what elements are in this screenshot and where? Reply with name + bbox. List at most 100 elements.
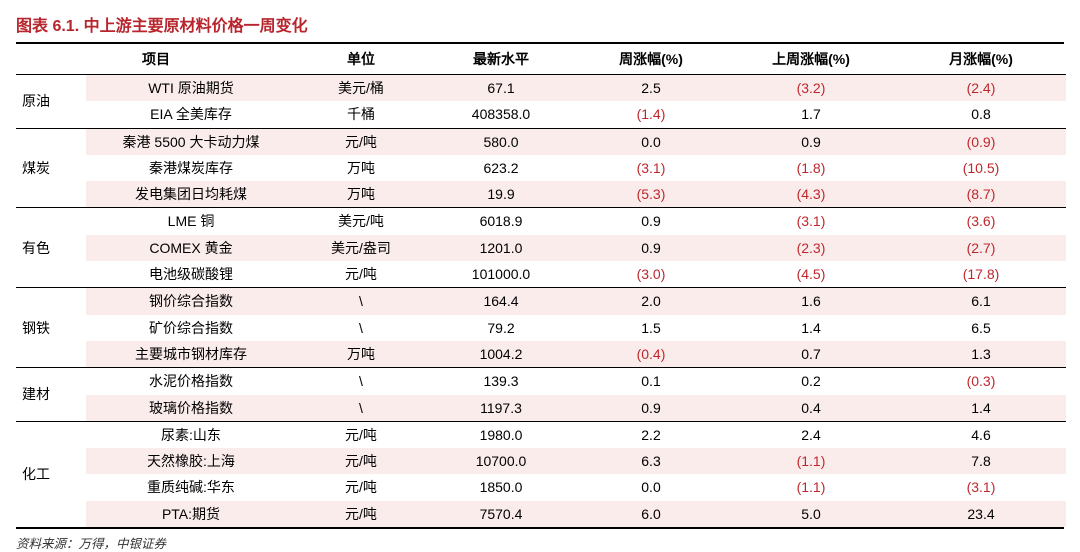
cell: 23.4: [896, 501, 1066, 527]
col-wk: 周涨幅(%): [576, 44, 726, 75]
cell: 6.0: [576, 501, 726, 527]
cell: 2.4: [726, 421, 896, 448]
cell: 0.9: [576, 208, 726, 235]
cell: 1.4: [726, 315, 896, 341]
cell: (0.4): [576, 341, 726, 368]
cell: 5.0: [726, 501, 896, 527]
cell: 0.9: [576, 395, 726, 422]
cell: \: [296, 368, 426, 395]
cell: 0.9: [576, 235, 726, 261]
cell: 秦港 5500 大卡动力煤: [86, 128, 296, 155]
cell: 重质纯碱:华东: [86, 474, 296, 500]
table-row: 重质纯碱:华东元/吨1850.00.0(1.1)(3.1): [16, 474, 1066, 500]
cell: (3.0): [576, 261, 726, 288]
cell: 元/吨: [296, 128, 426, 155]
cell: 元/吨: [296, 261, 426, 288]
cell: 6.3: [576, 448, 726, 474]
table-row: 原油WTI 原油期货美元/桶67.12.5(3.2)(2.4): [16, 75, 1066, 102]
cell: 19.9: [426, 181, 576, 208]
cell: 1.6: [726, 288, 896, 315]
category-cell: 建材: [16, 368, 86, 422]
col-item: 项目: [16, 44, 296, 75]
cell: 7.8: [896, 448, 1066, 474]
table-row: PTA:期货元/吨7570.46.05.023.4: [16, 501, 1066, 527]
cell: \: [296, 395, 426, 422]
cell: (3.2): [726, 75, 896, 102]
cell: 水泥价格指数: [86, 368, 296, 395]
cell: PTA:期货: [86, 501, 296, 527]
cell: 623.2: [426, 155, 576, 181]
cell: 元/吨: [296, 421, 426, 448]
cell: 1004.2: [426, 341, 576, 368]
cell: (1.8): [726, 155, 896, 181]
cell: (10.5): [896, 155, 1066, 181]
table-row: 天然橡胶:上海元/吨10700.06.3(1.1)7.8: [16, 448, 1066, 474]
cell: 1197.3: [426, 395, 576, 422]
cell: 2.5: [576, 75, 726, 102]
cell: 2.2: [576, 421, 726, 448]
cell: 元/吨: [296, 474, 426, 500]
source-note: 资料来源：万得，中银证券: [16, 527, 1064, 552]
cell: 79.2: [426, 315, 576, 341]
cell: 0.0: [576, 128, 726, 155]
cell: 0.7: [726, 341, 896, 368]
cell: 0.9: [726, 128, 896, 155]
cell: (3.1): [576, 155, 726, 181]
table-row: 煤炭秦港 5500 大卡动力煤元/吨580.00.00.9(0.9): [16, 128, 1066, 155]
cell: (3.6): [896, 208, 1066, 235]
cell: (3.1): [726, 208, 896, 235]
cell: 2.0: [576, 288, 726, 315]
cell: 秦港煤炭库存: [86, 155, 296, 181]
cell: \: [296, 288, 426, 315]
cell: 1.3: [896, 341, 1066, 368]
cell: (4.3): [726, 181, 896, 208]
table-body: 原油WTI 原油期货美元/桶67.12.5(3.2)(2.4)EIA 全美库存千…: [16, 75, 1066, 528]
table-row: 玻璃价格指数\1197.30.90.41.4: [16, 395, 1066, 422]
cell: 美元/吨: [296, 208, 426, 235]
cell: 1201.0: [426, 235, 576, 261]
cell: 元/吨: [296, 501, 426, 527]
cell: 矿价综合指数: [86, 315, 296, 341]
table-row: EIA 全美库存千桶408358.0(1.4)1.70.8: [16, 101, 1066, 128]
cell: 美元/盎司: [296, 235, 426, 261]
cell: 发电集团日均耗煤: [86, 181, 296, 208]
cell: 万吨: [296, 181, 426, 208]
cell: 电池级碳酸锂: [86, 261, 296, 288]
table-row: 钢铁钢价综合指数\164.42.01.66.1: [16, 288, 1066, 315]
table-row: 电池级碳酸锂元/吨101000.0(3.0)(4.5)(17.8): [16, 261, 1066, 288]
cell: 7570.4: [426, 501, 576, 527]
cell: COMEX 黄金: [86, 235, 296, 261]
cell: 1850.0: [426, 474, 576, 500]
category-cell: 钢铁: [16, 288, 86, 368]
cell: 钢价综合指数: [86, 288, 296, 315]
cell: 4.6: [896, 421, 1066, 448]
table-row: 有色LME 铜美元/吨6018.90.9(3.1)(3.6): [16, 208, 1066, 235]
cell: 67.1: [426, 75, 576, 102]
category-cell: 煤炭: [16, 128, 86, 208]
cell: (3.1): [896, 474, 1066, 500]
cell: (2.7): [896, 235, 1066, 261]
col-mo: 月涨幅(%): [896, 44, 1066, 75]
category-cell: 有色: [16, 208, 86, 288]
cell: 10700.0: [426, 448, 576, 474]
cell: 101000.0: [426, 261, 576, 288]
cell: EIA 全美库存: [86, 101, 296, 128]
col-unit: 单位: [296, 44, 426, 75]
cell: \: [296, 315, 426, 341]
cell: LME 铜: [86, 208, 296, 235]
cell: 元/吨: [296, 448, 426, 474]
cell: 万吨: [296, 341, 426, 368]
cell: 万吨: [296, 155, 426, 181]
price-table: 项目 单位 最新水平 周涨幅(%) 上周涨幅(%) 月涨幅(%) 原油WTI 原…: [16, 44, 1066, 527]
cell: (17.8): [896, 261, 1066, 288]
cell: 千桶: [296, 101, 426, 128]
cell: 6.1: [896, 288, 1066, 315]
cell: 6018.9: [426, 208, 576, 235]
cell: (1.4): [576, 101, 726, 128]
cell: 0.8: [896, 101, 1066, 128]
cell: 0.2: [726, 368, 896, 395]
table-row: 矿价综合指数\79.21.51.46.5: [16, 315, 1066, 341]
cell: 580.0: [426, 128, 576, 155]
cell: WTI 原油期货: [86, 75, 296, 102]
cell: 玻璃价格指数: [86, 395, 296, 422]
